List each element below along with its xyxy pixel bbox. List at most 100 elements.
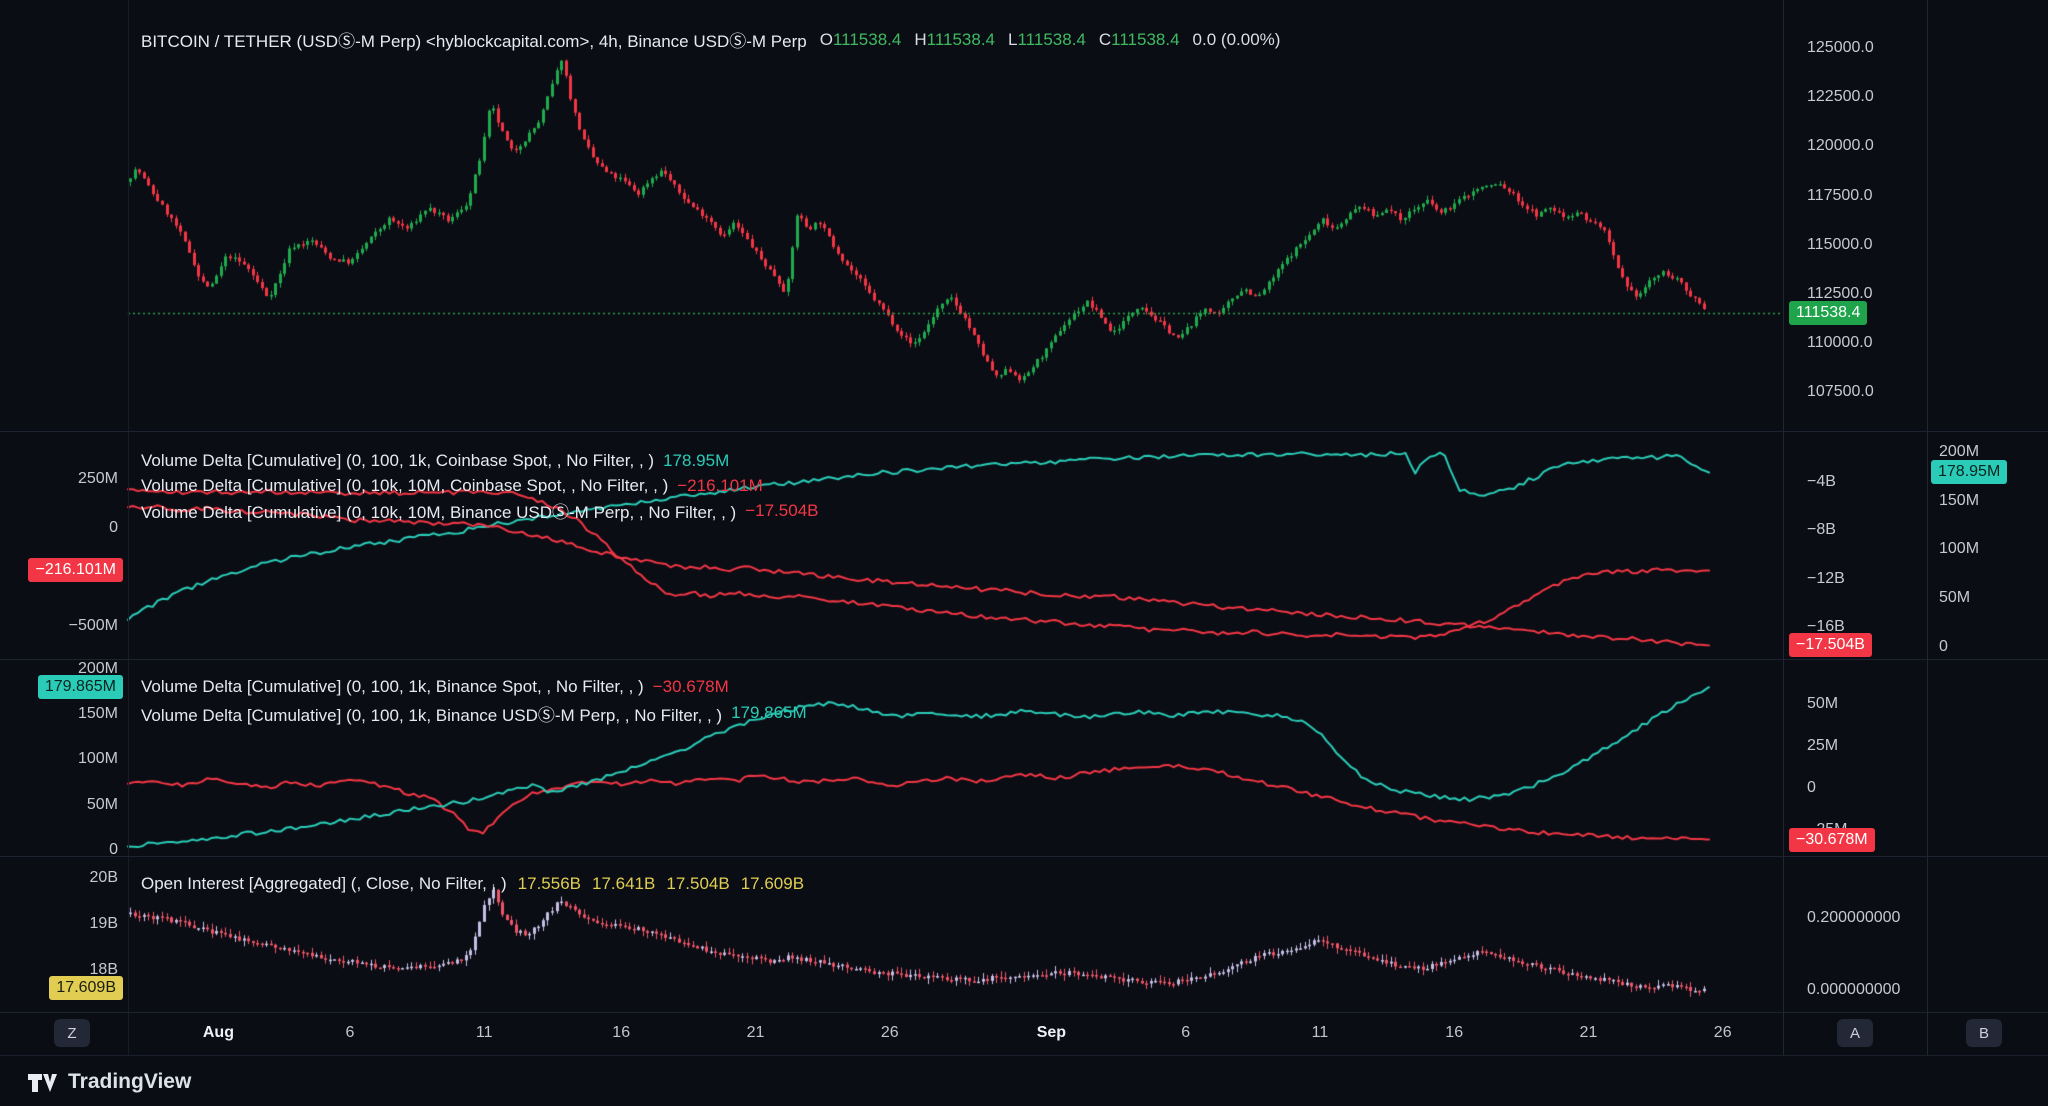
axis-tick-label: −16B [1807,618,1845,636]
axis-tick-label: 200M [1939,442,1980,460]
axis-tick-label: 200M [77,659,118,677]
axis-value-badge: 111538.4 [1789,300,1868,325]
oi-close-value: 17.609B [740,873,805,893]
left-scale-separator [128,0,129,1055]
oi-high-value: 17.641B [592,873,656,893]
axis-tick-label: 50M [86,795,118,813]
time-axis-label: 16 [612,1024,631,1041]
time-axis-separator [0,1012,2048,1013]
right-price-scale-b[interactable]: 200M 150M 100M 50M 0 178.95M [1927,0,2048,1012]
tradingview-logo-icon [28,1073,57,1092]
scale-a-button[interactable]: A [1837,1019,1873,1047]
axis-tick-label: 19B [89,915,118,933]
cvd-lower-legend: Volume Delta [Cumulative] (0, 100, 1k, B… [141,674,807,726]
time-axis[interactable]: Aug 6 11 16 21 26 Sep 6 11 16 21 26 [0,1013,2048,1055]
axis-tick-label: 107500.0 [1807,383,1874,401]
axis-tick-label: 100M [1939,540,1980,558]
time-axis-label: 26 [1713,1024,1732,1041]
indicator-value: −17.504B [745,500,819,520]
axis-tick-label: 117500.0 [1807,186,1873,204]
left-scale-z-button[interactable]: Z [54,1019,90,1047]
time-axis-label: 16 [1445,1024,1464,1041]
axis-tick-label: 20B [89,869,118,887]
main-series-legend[interactable]: BITCOIN / TETHER (USDⓈ-M Perp) <hyblockc… [141,27,1280,52]
axis-value-badge: 179.865M [37,675,123,700]
axis-tick-label: 112500.0 [1807,285,1873,303]
indicator-value: −30.678M [652,677,729,696]
pane-separator-1 [0,431,2048,432]
right-scale-separator-b [1927,0,1928,1055]
time-axis-label: 6 [345,1024,355,1041]
axis-tick-label: −8B [1807,521,1836,539]
indicator-label: Volume Delta [Cumulative] (0, 10k, 10M, … [141,503,737,522]
axis-tick-label: −4B [1807,472,1836,490]
axis-tick-label: 0 [1939,638,1948,655]
axis-tick-label: 250M [77,470,118,488]
footer-bar: TradingView [0,1055,2048,1106]
axis-tick-label: 125000.0 [1807,39,1874,57]
axis-tick-label: 122500.0 [1807,88,1874,106]
legend-row-cvd-coinbase-1k[interactable]: Volume Delta [Cumulative] (0, 100, 1k, C… [141,448,818,473]
pane-separator-2 [0,659,2048,660]
legend-row-open-interest[interactable]: Open Interest [Aggregated] (, Close, No … [141,871,804,896]
axis-tick-label: 0 [109,841,118,859]
time-axis-label: Sep [1036,1024,1067,1041]
oi-open-value: 17.556B [517,873,582,893]
right-price-scale-a[interactable]: 125000.0 122500.0 120000.0 117500.0 115000.0… [1783,0,1927,1012]
open-value: 111538.4 [832,29,902,49]
oi-low-value: 17.504B [666,873,730,893]
time-axis-label: 21 [746,1024,765,1041]
legend-row-cvd-binance-spot-1k[interactable]: Volume Delta [Cumulative] (0, 100, 1k, B… [141,674,807,700]
axis-value-badge: −30.678M [1789,827,1875,852]
time-axis-label: 21 [1579,1024,1598,1041]
axis-tick-label: 0.000000000 [1807,981,1901,999]
indicator-label: Open Interest [Aggregated] (, Close, No … [141,873,507,893]
axis-tick-label: 150M [1939,491,1980,509]
legend-row-cvd-binance-perp-1k[interactable]: Volume Delta [Cumulative] (0, 100, 1k, B… [141,700,807,726]
close-label: C [1098,29,1112,49]
axis-tick-label: 50M [1807,695,1839,712]
indicator-label: Volume Delta [Cumulative] (0, 10k, 10M, … [141,475,669,495]
change-value: 0.0 (0.00%) [1192,29,1281,49]
axis-tick-label: 0 [1807,778,1816,796]
symbol-legend-row[interactable]: BITCOIN / TETHER (USDⓈ-M Perp) <hyblockc… [141,27,1280,52]
open-interest-legend: Open Interest [Aggregated] (, Close, No … [141,871,804,896]
time-axis-label: 6 [1181,1024,1191,1041]
tradingview-wordmark: TradingView [68,1069,192,1093]
axis-tick-label: 50M [1939,589,1971,607]
high-value: 111538.4 [926,29,996,49]
axis-tick-label: 0 [109,519,118,537]
legend-row-cvd-binance-perp-10m[interactable]: Volume Delta [Cumulative] (0, 10k, 10M, … [141,498,818,523]
time-axis-label: 11 [1311,1024,1329,1041]
axis-tick-label: 25M [1807,736,1839,754]
legend-row-cvd-coinbase-10m[interactable]: Volume Delta [Cumulative] (0, 10k, 10M, … [141,473,818,498]
axis-value-badge: −17.504B [1789,633,1872,658]
scale-b-button[interactable]: B [1966,1019,2002,1047]
axis-tick-label: 120000.0 [1807,137,1874,155]
time-axis-label: Aug [202,1024,234,1041]
axis-value-badge: 17.609B [49,976,123,1001]
axis-tick-label: −500M [68,617,118,635]
symbol-title[interactable]: BITCOIN / TETHER (USDⓈ-M Perp) <hyblockc… [141,32,807,51]
left-price-scale[interactable]: 250M 0 −500M −216.101M 200M 150M 100M 50M 0 179.8… [0,0,128,1012]
tradingview-link[interactable]: TradingView [26,1070,191,1094]
axis-value-badge: −216.101M [28,558,123,583]
pane-separator-3 [0,856,2048,857]
axis-tick-label: 18B [89,961,118,979]
indicator-value: 179.865M [731,703,807,722]
high-label: H [914,29,927,49]
axis-tick-label: 115000.0 [1807,235,1873,253]
open-label: O [819,29,833,49]
indicator-label: Volume Delta [Cumulative] (0, 100, 1k, C… [141,450,655,470]
time-axis-label: 26 [880,1024,899,1041]
axis-value-badge: 178.95M [1931,460,2008,485]
indicator-value: 178.95M [663,450,730,470]
axis-tick-label: 150M [77,705,118,723]
chart-plot-canvas[interactable] [0,0,2048,1012]
axis-tick-label: 110000.0 [1807,334,1873,352]
cvd-upper-legend: Volume Delta [Cumulative] (0, 100, 1k, C… [141,448,818,523]
axis-tick-label: 100M [77,750,118,768]
right-scale-separator-a [1783,0,1784,1055]
indicator-label: Volume Delta [Cumulative] (0, 100, 1k, B… [141,705,723,725]
axis-tick-label: −12B [1807,569,1845,587]
